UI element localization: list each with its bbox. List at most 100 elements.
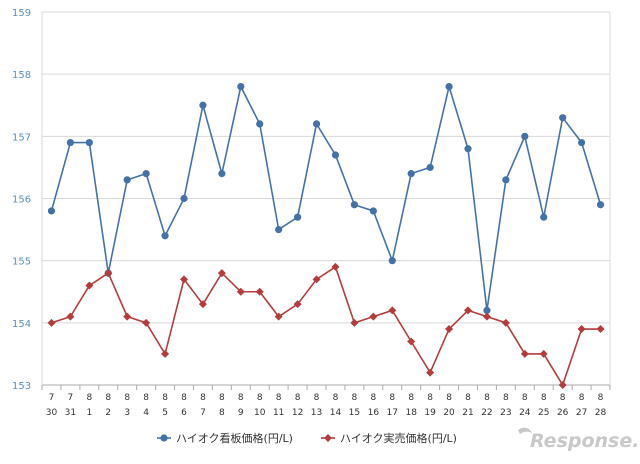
x-tick-day: 9 bbox=[238, 408, 244, 418]
data-point bbox=[558, 381, 567, 389]
x-tick-day: 11 bbox=[273, 408, 284, 418]
y-tick-label: 156 bbox=[12, 195, 31, 206]
x-tick-month: 8 bbox=[86, 393, 92, 403]
x-tick-day: 8 bbox=[219, 408, 225, 418]
data-point bbox=[161, 349, 170, 358]
x-tick-day: 1 bbox=[86, 408, 92, 418]
x-tick-month: 8 bbox=[124, 393, 130, 403]
x-tick-day: 6 bbox=[181, 408, 187, 418]
data-point bbox=[464, 306, 472, 315]
data-point bbox=[180, 275, 188, 284]
data-point bbox=[236, 287, 245, 296]
x-tick-month: 8 bbox=[541, 393, 547, 403]
data-point bbox=[540, 213, 548, 221]
data-point bbox=[104, 269, 113, 278]
y-axis-ticks: 153 154 155 156 157 158 159 bbox=[12, 8, 31, 392]
x-tick-month: 8 bbox=[408, 393, 414, 403]
watermark-swoosh-icon bbox=[518, 427, 532, 434]
x-tick-day: 24 bbox=[519, 408, 531, 418]
x-tick-day: 30 bbox=[46, 408, 58, 418]
data-point bbox=[596, 325, 605, 334]
data-point bbox=[180, 194, 188, 203]
x-tick-month: 8 bbox=[465, 393, 471, 403]
y-tick-label: 154 bbox=[12, 319, 31, 330]
data-point bbox=[275, 225, 283, 234]
series-lines bbox=[47, 83, 605, 389]
y-tick-label: 155 bbox=[12, 257, 31, 268]
x-tick-month: 8 bbox=[598, 393, 604, 403]
x-tick-month: 8 bbox=[295, 393, 301, 403]
x-tick-day: 10 bbox=[254, 408, 266, 418]
x-tick-month: 8 bbox=[446, 393, 452, 403]
x-tick-month: 8 bbox=[238, 393, 244, 403]
data-point bbox=[274, 312, 283, 321]
x-tick-month: 8 bbox=[352, 393, 358, 403]
x-tick-month: 8 bbox=[181, 393, 187, 403]
x-tick-day: 3 bbox=[124, 408, 130, 418]
x-tick-month: 8 bbox=[200, 393, 206, 403]
watermark-logo: Response. bbox=[518, 427, 639, 452]
gridlines bbox=[41, 11, 611, 386]
x-tick-month: 8 bbox=[219, 393, 225, 403]
y-tick-label: 157 bbox=[12, 132, 31, 143]
x-tick-month: 8 bbox=[276, 393, 282, 403]
data-point bbox=[501, 318, 510, 327]
x-tick-day: 5 bbox=[162, 408, 168, 418]
data-point bbox=[578, 138, 586, 147]
data-point bbox=[198, 300, 207, 309]
x-tick-day: 25 bbox=[538, 408, 549, 418]
x-tick-day: 28 bbox=[595, 408, 607, 418]
data-point bbox=[577, 325, 586, 334]
data-point bbox=[407, 170, 415, 178]
data-point bbox=[482, 312, 491, 321]
data-point bbox=[217, 269, 226, 278]
data-point bbox=[369, 207, 377, 215]
x-tick-day: 17 bbox=[387, 408, 398, 418]
x-tick-day: 31 bbox=[65, 408, 76, 418]
legend-marker bbox=[324, 434, 332, 442]
x-tick-month: 8 bbox=[522, 393, 528, 403]
x-tick-month: 8 bbox=[370, 393, 376, 403]
x-tick-month: 8 bbox=[105, 393, 111, 403]
x-tick-day: 22 bbox=[481, 408, 492, 418]
x-tick-month: 8 bbox=[314, 393, 320, 403]
watermark-text: Response. bbox=[530, 430, 639, 452]
data-point bbox=[426, 163, 434, 172]
x-tick-month: 8 bbox=[427, 393, 433, 403]
data-point bbox=[464, 145, 472, 153]
x-tick-month: 8 bbox=[257, 393, 263, 403]
x-tick-day: 13 bbox=[311, 408, 322, 418]
data-point bbox=[559, 114, 567, 122]
data-point bbox=[350, 318, 359, 327]
data-point bbox=[199, 101, 207, 109]
data-point bbox=[426, 368, 435, 377]
x-tick-day: 26 bbox=[557, 408, 569, 418]
data-point bbox=[388, 257, 396, 265]
data-point bbox=[123, 312, 132, 321]
y-tick-label: 158 bbox=[12, 70, 31, 81]
data-point bbox=[218, 170, 226, 178]
legend-label: ハイオク看板価格(円/L) bbox=[176, 431, 293, 445]
y-tick-label: 153 bbox=[12, 381, 31, 392]
x-tick-month: 8 bbox=[484, 393, 490, 403]
x-tick-day: 21 bbox=[462, 408, 473, 418]
data-point bbox=[142, 170, 150, 178]
data-point bbox=[123, 176, 131, 184]
data-point bbox=[445, 325, 454, 334]
x-tick-month: 8 bbox=[389, 393, 395, 403]
data-point bbox=[520, 349, 529, 358]
x-tick-day: 16 bbox=[368, 408, 380, 418]
data-point bbox=[502, 176, 510, 184]
series-line-2 bbox=[51, 265, 601, 387]
x-tick-month: 7 bbox=[68, 393, 74, 403]
data-point bbox=[47, 207, 56, 215]
y-tick-label: 159 bbox=[12, 8, 31, 19]
x-tick-month: 7 bbox=[49, 393, 55, 403]
data-point bbox=[312, 275, 321, 284]
data-point bbox=[388, 306, 397, 315]
legend-marker bbox=[160, 434, 168, 442]
x-tick-day: 14 bbox=[330, 408, 342, 418]
x-tick-day: 7 bbox=[200, 408, 206, 418]
x-tick-day: 15 bbox=[349, 408, 360, 418]
